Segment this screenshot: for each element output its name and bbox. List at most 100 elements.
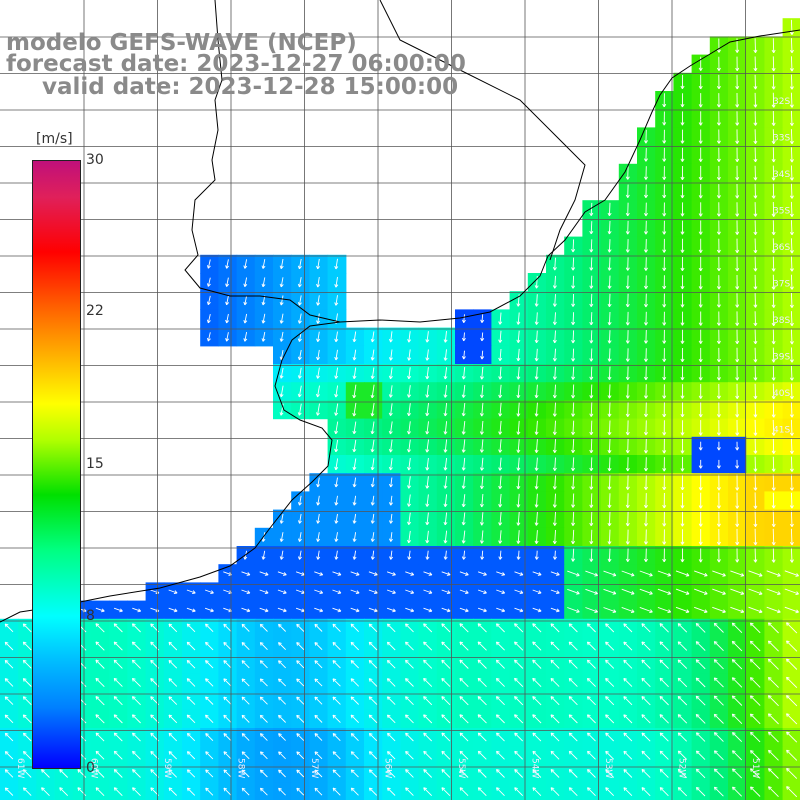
wind-arrow <box>749 677 761 688</box>
wind-arrow <box>223 751 232 760</box>
wind-arrow <box>677 768 688 779</box>
wind-arrow <box>516 475 521 490</box>
wind-arrow <box>241 571 251 576</box>
wind-arrow <box>605 769 615 778</box>
wind-arrow <box>753 492 758 509</box>
wind-arrow <box>316 477 321 488</box>
wind-arrow <box>186 714 196 724</box>
wind-arrow <box>694 606 708 614</box>
wind-arrow <box>571 420 576 435</box>
wind-arrow <box>680 456 685 472</box>
wind-arrow <box>550 732 560 742</box>
wind-arrow <box>677 695 688 706</box>
wind-arrow <box>789 165 794 181</box>
wind-arrow <box>168 678 178 687</box>
wind-speed-cell <box>491 782 511 800</box>
wind-arrow <box>423 623 433 633</box>
wind-arrow <box>495 696 505 706</box>
wind-arrow <box>425 512 430 526</box>
wind-arrow <box>386 607 396 613</box>
wind-arrow <box>514 589 524 595</box>
wind-arrow <box>767 622 779 634</box>
wind-arrow <box>713 768 724 779</box>
wind-arrow <box>771 220 776 236</box>
wind-arrow <box>605 677 615 687</box>
wind-arrow <box>698 220 703 235</box>
wind-arrow <box>698 147 703 162</box>
wind-arrow <box>278 769 286 778</box>
wind-arrow <box>496 732 505 742</box>
wind-arrow <box>95 750 105 760</box>
wind-arrow <box>748 606 763 614</box>
wind-arrow <box>350 607 360 613</box>
wind-arrow <box>495 677 505 687</box>
wind-arrow <box>571 293 576 307</box>
wind-arrow <box>623 732 633 742</box>
wind-arrow <box>735 56 740 72</box>
wind-arrow <box>388 513 393 524</box>
wind-arrow <box>4 787 14 796</box>
wind-arrow <box>786 622 798 634</box>
wind-arrow <box>735 492 740 509</box>
wind-arrow <box>789 110 794 126</box>
wind-arrow <box>296 642 305 651</box>
wind-arrow <box>677 623 688 633</box>
wind-arrow <box>241 714 250 723</box>
wind-arrow <box>698 492 703 509</box>
wind-arrow <box>388 385 393 398</box>
wind-arrow <box>241 623 250 632</box>
wind-arrow <box>168 787 178 796</box>
wind-arrow <box>441 769 451 778</box>
wind-arrow <box>695 641 706 651</box>
wind-arrow <box>425 494 430 507</box>
wind-arrow <box>607 438 612 454</box>
wind-arrow <box>477 787 487 797</box>
wind-arrow <box>4 623 14 633</box>
wind-arrow <box>694 570 708 577</box>
wind-arrow <box>552 475 557 490</box>
wind-arrow <box>768 768 779 779</box>
wind-arrow <box>641 732 651 742</box>
wind-arrow <box>370 477 375 488</box>
longitude-labels: 61W 60W 59W 58W 57W 56W 55W 54W 53W 52W 51W <box>15 758 760 778</box>
wind-arrow <box>334 331 339 343</box>
lon-label: 56W <box>383 758 393 778</box>
wind-arrow <box>695 677 706 688</box>
wind-arrow <box>789 92 794 108</box>
wind-arrow <box>479 384 484 398</box>
wind-speed-cell <box>254 782 274 800</box>
wind-arrow <box>334 403 339 416</box>
wind-arrow <box>789 456 794 472</box>
wind-arrow <box>368 607 378 613</box>
wind-arrow <box>370 421 375 435</box>
wind-arrow <box>297 513 302 524</box>
wind-arrow <box>278 787 286 796</box>
wind-arrow <box>753 438 758 454</box>
wind-arrow <box>261 331 266 342</box>
wind-speed-cell <box>582 782 602 800</box>
wind-arrow <box>753 547 758 563</box>
wind-arrow <box>425 476 430 489</box>
wind-arrow <box>514 732 524 742</box>
colorbar-tick: 15 <box>86 456 104 472</box>
wind-arrow <box>753 311 758 326</box>
wind-arrow <box>753 329 758 345</box>
wind-arrow <box>625 184 630 198</box>
wind-arrow <box>735 528 740 546</box>
wind-arrow <box>625 548 630 562</box>
wind-arrow <box>95 607 105 613</box>
wind-arrow <box>479 530 484 544</box>
wind-arrow <box>571 384 576 399</box>
wind-arrow <box>644 366 648 381</box>
wind-arrow <box>552 384 557 399</box>
wind-arrow <box>407 331 412 343</box>
wind-arrow <box>441 732 451 742</box>
wind-arrow <box>350 714 360 724</box>
wind-speed-cell <box>18 782 37 800</box>
wind-speed-cell <box>54 782 74 800</box>
wind-arrow <box>532 641 542 651</box>
wind-arrow <box>659 787 669 797</box>
wind-arrow <box>479 457 484 471</box>
wind-arrow <box>662 384 667 399</box>
wind-arrow <box>225 313 230 324</box>
